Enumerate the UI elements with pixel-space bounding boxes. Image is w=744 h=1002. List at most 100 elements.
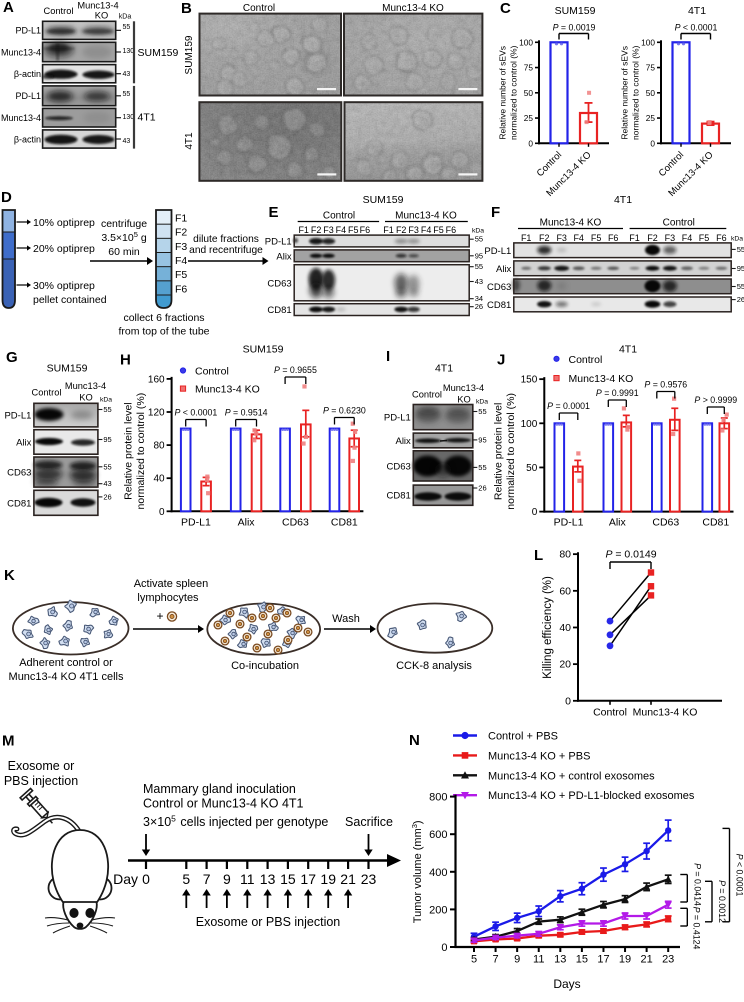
svg-text:E: E bbox=[269, 204, 279, 221]
svg-text:80: 80 bbox=[559, 549, 571, 561]
svg-text:PD-L1: PD-L1 bbox=[15, 91, 41, 101]
svg-text:collect 6 fractions: collect 6 fractions bbox=[123, 312, 204, 324]
svg-text:P = 0.6230: P = 0.6230 bbox=[323, 406, 366, 416]
svg-text:KO: KO bbox=[95, 11, 108, 21]
svg-text:CD81: CD81 bbox=[331, 516, 358, 528]
svg-text:P = 0.9991: P = 0.9991 bbox=[596, 388, 639, 398]
svg-text:F5: F5 bbox=[348, 225, 359, 235]
svg-text:SUM159: SUM159 bbox=[363, 194, 404, 206]
svg-text:23: 23 bbox=[662, 954, 674, 966]
svg-text:kDa: kDa bbox=[472, 228, 484, 235]
svg-text:F6: F6 bbox=[360, 225, 371, 235]
svg-text:Tumor volume (mm3): Tumor volume (mm3) bbox=[410, 820, 424, 923]
svg-text:75: 75 bbox=[524, 63, 534, 73]
svg-text:20: 20 bbox=[559, 659, 571, 671]
svg-text:200: 200 bbox=[429, 904, 447, 916]
svg-text:26: 26 bbox=[103, 492, 111, 501]
svg-text:F: F bbox=[491, 204, 500, 221]
svg-text:4T1: 4T1 bbox=[688, 5, 706, 17]
svg-text:11: 11 bbox=[533, 954, 544, 966]
svg-text:PD-L1: PD-L1 bbox=[554, 517, 584, 529]
svg-text:Killing efficiency (%): Killing efficiency (%) bbox=[542, 576, 554, 679]
svg-text:0: 0 bbox=[528, 138, 533, 148]
svg-text:β-actin: β-actin bbox=[14, 134, 41, 144]
svg-text:N: N bbox=[409, 732, 420, 749]
svg-text:55: 55 bbox=[478, 463, 486, 472]
svg-text:F4: F4 bbox=[336, 225, 347, 235]
svg-text:Munc13-4 KO: Munc13-4 KO bbox=[382, 3, 444, 14]
svg-text:Adherent control or: Adherent control or bbox=[19, 657, 113, 669]
svg-text:Alix: Alix bbox=[276, 251, 292, 262]
svg-text:F2: F2 bbox=[539, 233, 550, 243]
svg-text:centrifuge: centrifuge bbox=[101, 218, 147, 230]
svg-text:Munc13-4 KO + control exosomes: Munc13-4 KO + control exosomes bbox=[488, 770, 655, 782]
svg-text:30% optiprep: 30% optiprep bbox=[33, 280, 95, 292]
svg-text:Munc13-4 KO: Munc13-4 KO bbox=[395, 211, 457, 222]
svg-text:0: 0 bbox=[650, 138, 655, 148]
svg-text:Control: Control bbox=[195, 366, 229, 378]
svg-text:43: 43 bbox=[123, 71, 131, 78]
svg-text:40: 40 bbox=[153, 474, 165, 485]
svg-text:5: 5 bbox=[182, 871, 190, 887]
svg-text:75: 75 bbox=[646, 63, 656, 73]
svg-text:P < 0.0001: P < 0.0001 bbox=[735, 854, 744, 897]
svg-text:Munc13-4 KO + PBS: Munc13-4 KO + PBS bbox=[488, 750, 590, 762]
svg-text:F2: F2 bbox=[175, 227, 187, 239]
svg-text:P < 0.0001: P < 0.0001 bbox=[675, 23, 718, 33]
svg-text:55: 55 bbox=[103, 462, 111, 471]
svg-text:SUM159: SUM159 bbox=[243, 344, 284, 356]
svg-text:0: 0 bbox=[142, 871, 150, 887]
svg-text:55: 55 bbox=[478, 407, 486, 416]
svg-text:3×105 cells injected per genot: 3×105 cells injected per genotype bbox=[143, 814, 328, 830]
svg-text:CD63: CD63 bbox=[282, 516, 309, 528]
svg-text:50: 50 bbox=[526, 463, 538, 474]
svg-text:P = 0.9514: P = 0.9514 bbox=[225, 408, 268, 418]
svg-text:Wash: Wash bbox=[332, 613, 360, 625]
svg-text:7: 7 bbox=[493, 954, 499, 966]
svg-text:Mammary gland inoculation: Mammary gland inoculation bbox=[143, 782, 296, 796]
svg-text:130: 130 bbox=[123, 48, 135, 55]
svg-text:Exosome or PBS injection: Exosome or PBS injection bbox=[196, 915, 341, 929]
svg-text:Alix: Alix bbox=[395, 436, 411, 447]
svg-text:13: 13 bbox=[554, 954, 566, 966]
svg-text:7: 7 bbox=[203, 871, 211, 887]
svg-text:lymphocytes: lymphocytes bbox=[137, 592, 199, 604]
svg-text:PD-L1: PD-L1 bbox=[181, 516, 211, 528]
svg-text:Munc13-4: Munc13-4 bbox=[65, 381, 106, 391]
svg-text:Munc13-4: Munc13-4 bbox=[443, 383, 484, 393]
svg-text:4T1: 4T1 bbox=[138, 112, 156, 124]
svg-text:Control or Munc13-4 KO 4T1: Control or Munc13-4 KO 4T1 bbox=[143, 797, 304, 811]
svg-text:0: 0 bbox=[532, 507, 538, 518]
svg-text:Alix: Alix bbox=[496, 264, 512, 275]
svg-text:9: 9 bbox=[223, 871, 231, 887]
svg-text:Control: Control bbox=[593, 707, 627, 719]
svg-text:Control: Control bbox=[323, 211, 355, 222]
svg-text:Relative protein level: Relative protein level bbox=[493, 403, 505, 500]
svg-text:26: 26 bbox=[737, 295, 744, 304]
svg-text:0: 0 bbox=[159, 507, 165, 518]
svg-text:Alix: Alix bbox=[609, 517, 627, 529]
svg-text:normalized to control (%): normalized to control (%) bbox=[509, 45, 519, 140]
svg-text:F5: F5 bbox=[175, 269, 187, 281]
svg-text:Control + PBS: Control + PBS bbox=[488, 731, 558, 743]
svg-text:from top of the tube: from top of the tube bbox=[118, 326, 209, 338]
svg-text:55: 55 bbox=[475, 262, 483, 271]
svg-text:17: 17 bbox=[300, 871, 316, 887]
svg-text:15: 15 bbox=[280, 871, 296, 887]
svg-text:95: 95 bbox=[737, 264, 744, 273]
svg-text:55: 55 bbox=[123, 91, 131, 98]
svg-text:Relative number of sEVs: Relative number of sEVs bbox=[498, 46, 508, 140]
svg-text:P = 0.0001: P = 0.0001 bbox=[547, 401, 590, 411]
svg-text:SUM159: SUM159 bbox=[555, 5, 596, 17]
svg-text:CD81: CD81 bbox=[7, 498, 31, 509]
svg-text:4T1: 4T1 bbox=[619, 344, 637, 356]
svg-text:21: 21 bbox=[640, 954, 652, 966]
svg-text:F1: F1 bbox=[298, 225, 309, 235]
svg-text:K: K bbox=[4, 567, 15, 584]
svg-text:F1: F1 bbox=[629, 233, 640, 243]
svg-text:M: M bbox=[2, 733, 15, 750]
svg-text:D: D bbox=[1, 189, 12, 206]
svg-text:400: 400 bbox=[429, 867, 447, 879]
svg-text:PD-L1: PD-L1 bbox=[384, 413, 411, 424]
svg-text:P = 0.0414: P = 0.0414 bbox=[692, 863, 702, 906]
